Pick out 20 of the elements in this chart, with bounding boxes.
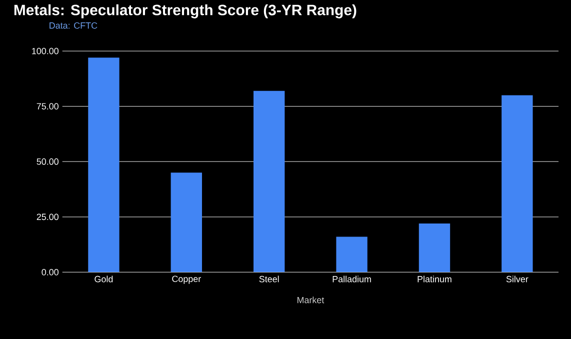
x-tick-label: Steel bbox=[259, 276, 279, 282]
y-tick-label: 100.00 bbox=[32, 48, 59, 54]
x-tick-label: Platinum bbox=[418, 276, 452, 282]
y-tick-label: 50.00 bbox=[36, 158, 59, 165]
bar bbox=[254, 90, 285, 272]
x-tick-label: Palladium bbox=[332, 276, 371, 282]
bar bbox=[88, 58, 120, 272]
bar bbox=[336, 236, 368, 272]
y-tick-label: 0.00 bbox=[42, 268, 59, 276]
chart-title: Metals: Speculator Strength Score (3-YR Range) bbox=[14, 4, 356, 18]
x-tick-label: Gold bbox=[94, 276, 113, 282]
x-tick-label: Copper bbox=[172, 276, 201, 284]
text: Data: CFTC bbox=[50, 22, 98, 29]
y-tick-label: 25.00 bbox=[36, 214, 59, 220]
bar bbox=[170, 172, 202, 272]
y-tick-label: 75.00 bbox=[36, 103, 59, 110]
bar bbox=[418, 223, 450, 272]
bar bbox=[502, 95, 533, 272]
x-axis-title: Market bbox=[297, 296, 324, 304]
x-tick-label: Silver bbox=[506, 276, 528, 282]
